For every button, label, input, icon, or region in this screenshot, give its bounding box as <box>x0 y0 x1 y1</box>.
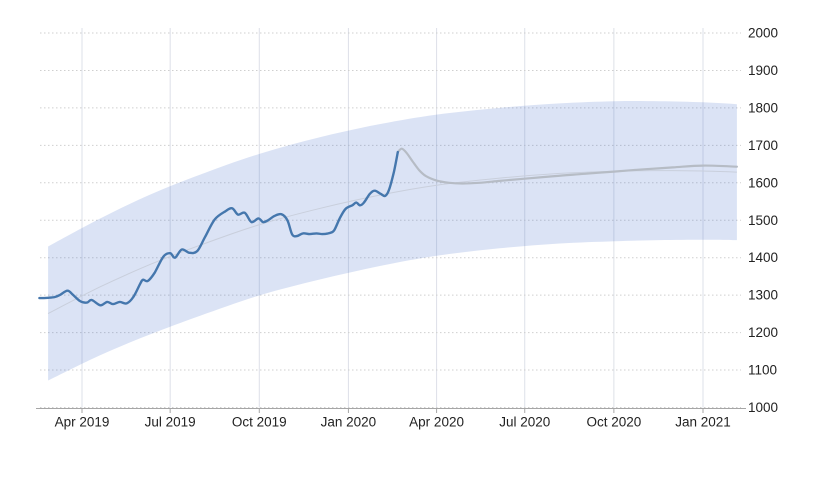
historical-line <box>38 150 399 307</box>
x-tick-label: Apr 2020 <box>409 415 464 430</box>
confidence-band-layer <box>48 100 737 381</box>
y-tick-label: 1700 <box>748 138 778 153</box>
x-tick-label: Jan 2020 <box>321 415 377 430</box>
y-tick-label: 1200 <box>748 325 778 340</box>
x-tick-label: Jul 2020 <box>499 415 550 430</box>
x-tick-label: Oct 2020 <box>586 415 641 430</box>
label-layer: Apr 2019 Jul 2019 Oct 2019 Jan 2020 Apr 2020… <box>55 26 778 430</box>
forecast-line <box>396 147 738 185</box>
y-tick-label: 1900 <box>748 63 778 78</box>
y-tick-label: 1600 <box>748 175 778 190</box>
grid-layer <box>40 28 741 408</box>
y-tick-label: 2000 <box>748 26 778 41</box>
trend-line-layer <box>47 170 737 314</box>
x-tick-label: Jul 2019 <box>145 415 196 430</box>
confidence-band <box>48 100 737 381</box>
y-tick-label: 1400 <box>748 250 778 265</box>
y-tick-label: 1500 <box>748 213 778 228</box>
trend-centerline <box>47 170 737 314</box>
series-layer <box>38 147 738 307</box>
y-tick-label: 1800 <box>748 100 778 115</box>
y-tick-label: 1100 <box>748 363 777 378</box>
y-tick-label: 1000 <box>748 400 778 415</box>
x-tick-label: Oct 2019 <box>232 415 287 430</box>
x-tick-label: Jan 2021 <box>675 415 731 430</box>
x-tick-label: Apr 2019 <box>55 415 110 430</box>
y-tick-label: 1300 <box>748 288 778 303</box>
axis-layer <box>36 408 746 413</box>
